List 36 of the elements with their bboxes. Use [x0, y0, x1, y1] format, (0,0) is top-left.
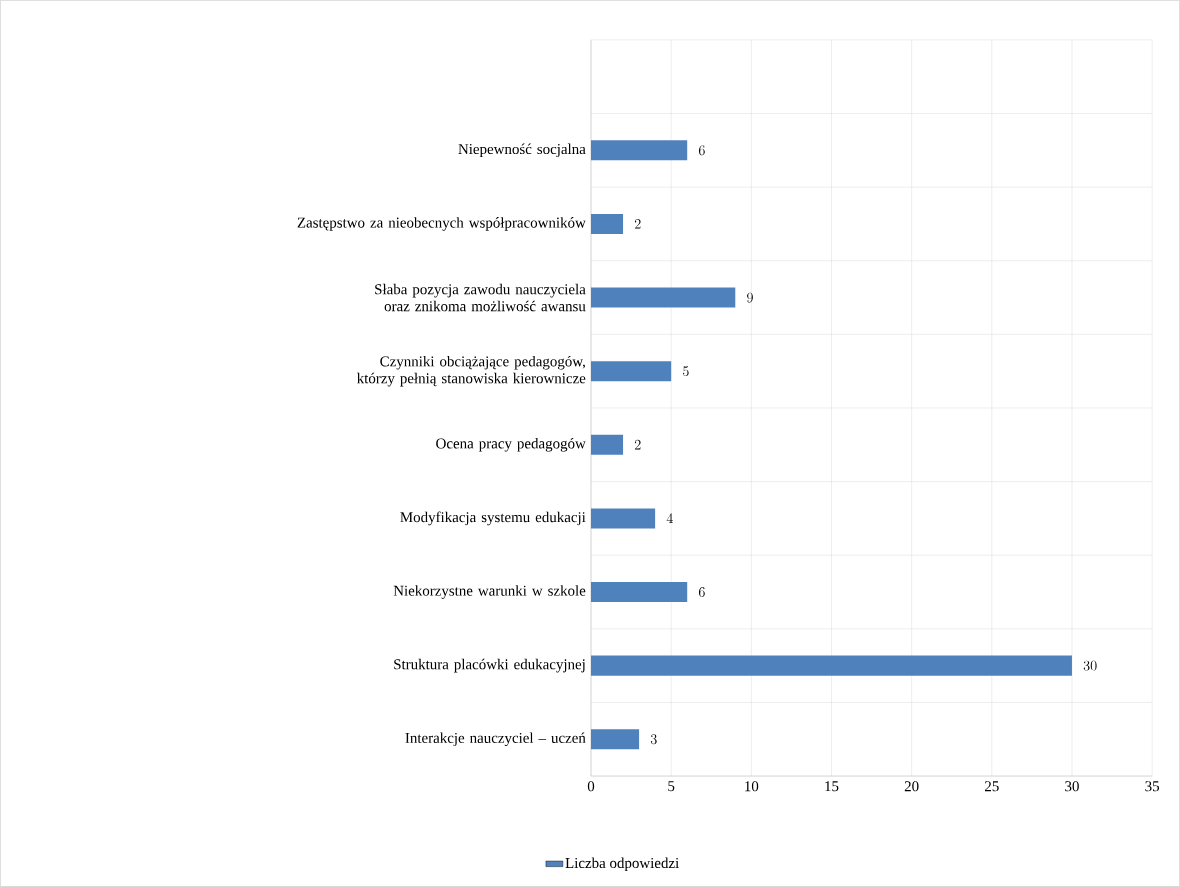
y-tick-label: Niekorzystne warunki w szkole [393, 585, 586, 599]
x-tick-label: 0 [587, 781, 595, 792]
data-label: 6 [698, 145, 705, 156]
x-tick-label: 35 [1145, 781, 1160, 792]
bar [591, 582, 688, 603]
bar [591, 434, 624, 455]
data-label: 2 [634, 439, 641, 450]
bar [591, 140, 688, 161]
y-tick-label: Zastępstwo za nieobecnych współpracowników [297, 217, 586, 231]
bar [591, 508, 656, 529]
bar [591, 361, 672, 382]
bar [591, 287, 736, 308]
y-tick-label: Słaba pozycja zawodu nauczyciela oraz znikoma możliwość awansu [375, 283, 586, 312]
data-label: 30 [1083, 660, 1097, 671]
data-label: 5 [683, 366, 689, 377]
x-tick-label: 30 [1065, 781, 1079, 792]
data-label: 4 [666, 513, 673, 524]
y-tick-label: Struktura placówki edukacyjnej [394, 658, 585, 673]
y-tick-label: Interakcje nauczyciel – uczeń [405, 732, 586, 747]
legend-label: Liczba odpowiedzi [565, 857, 679, 872]
x-tick-label: 10 [745, 781, 759, 792]
data-label: 9 [747, 292, 753, 303]
y-tick-label: Ocena pracy pedagogów [436, 438, 586, 452]
y-tick-label: Czynniki obciążające pedagogów, którzy pełnią stanowiska kierownicze [356, 355, 586, 387]
x-tick-label: 25 [984, 781, 999, 792]
y-tick-label: Niepewność socjalna [458, 143, 586, 158]
bar [591, 655, 1072, 676]
data-label: 2 [634, 219, 641, 229]
bar [591, 729, 640, 750]
data-label: 3 [650, 734, 657, 745]
data-label: 6 [698, 587, 705, 597]
bar [591, 213, 624, 234]
x-tick-label: 15 [825, 781, 839, 792]
x-tick-label: 5 [668, 781, 675, 792]
x-tick-label: 20 [904, 781, 919, 792]
y-tick-label: Modyfikacja systemu edukacji [400, 511, 586, 526]
